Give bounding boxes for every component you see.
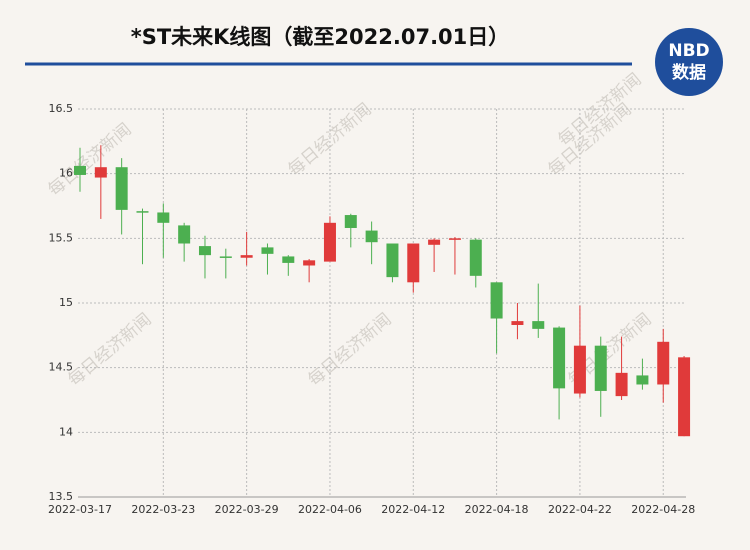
y-tick-label: 14 xyxy=(59,425,73,438)
candle-body xyxy=(94,167,107,178)
x-tick-label: 2022-04-06 xyxy=(298,503,362,516)
x-tick-label: 2022-04-18 xyxy=(465,503,529,516)
candle-body xyxy=(74,165,86,175)
candle-body xyxy=(615,372,628,397)
x-tick-label: 2022-03-29 xyxy=(215,503,279,516)
logo-badge xyxy=(655,28,723,96)
x-tick-label: 2022-04-28 xyxy=(631,503,695,516)
x-tick-label: 2022-04-12 xyxy=(381,503,445,516)
candle-body xyxy=(386,243,399,278)
candle-body xyxy=(553,327,566,389)
candle-body xyxy=(323,222,336,262)
candle-body xyxy=(532,321,545,329)
candle-body xyxy=(594,345,607,391)
y-tick-label: 16 xyxy=(59,167,73,180)
candle-body xyxy=(469,239,482,276)
y-tick-label: 15 xyxy=(59,296,73,309)
candle-body xyxy=(115,167,128,210)
logo-top: NBD xyxy=(668,41,709,61)
candle-body xyxy=(678,357,691,437)
y-tick-label: 13.5 xyxy=(49,490,74,503)
x-tick-label: 2022-04-22 xyxy=(548,503,612,516)
candle-body xyxy=(407,243,420,283)
candle-body xyxy=(198,246,211,256)
candle-body xyxy=(344,215,357,228)
candle-body xyxy=(136,211,149,213)
candle-body xyxy=(178,225,191,244)
candle-body xyxy=(636,375,649,385)
y-tick-label: 16.5 xyxy=(49,102,74,115)
candle-body xyxy=(261,247,274,254)
candle-body xyxy=(240,255,253,258)
chart-title: *ST未来K线图（截至2022.07.01日） xyxy=(131,25,510,49)
candle-body xyxy=(428,239,441,245)
candle-body xyxy=(365,230,378,243)
y-tick-label: 14.5 xyxy=(49,361,74,374)
candle-body xyxy=(573,345,586,394)
candle-body xyxy=(511,321,524,325)
candle-body xyxy=(657,341,670,385)
x-tick-label: 2022-03-17 xyxy=(48,503,112,516)
logo-bottom: 数据 xyxy=(672,62,706,83)
candle-body xyxy=(219,256,232,258)
candle-body xyxy=(303,260,316,266)
candle-body xyxy=(157,212,170,223)
y-tick-label: 15.5 xyxy=(49,231,74,244)
candle-body xyxy=(448,238,461,240)
candle-body xyxy=(282,256,295,263)
candle-body xyxy=(490,282,503,319)
x-tick-label: 2022-03-23 xyxy=(131,503,195,516)
